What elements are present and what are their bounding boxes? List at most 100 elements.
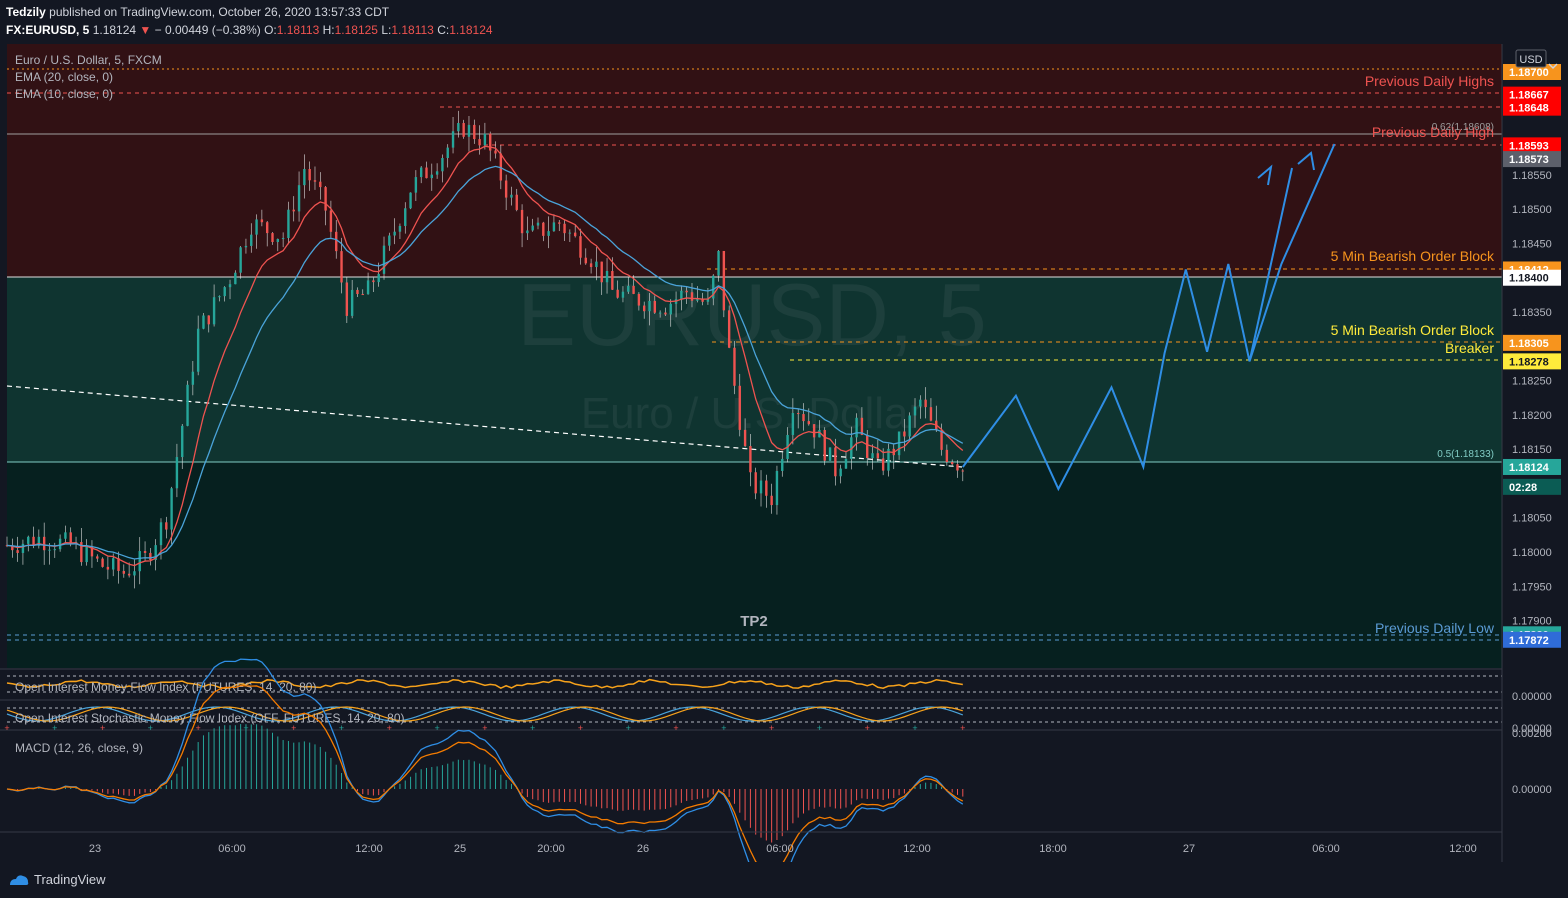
candle-body — [53, 549, 56, 551]
candle-body — [11, 545, 14, 551]
price-tag-label: 1.18667 — [1509, 90, 1549, 102]
candle-body — [658, 312, 662, 314]
brand-label: TradingView — [34, 872, 106, 887]
candle-body — [191, 371, 195, 385]
candle-body — [680, 290, 683, 300]
time-axis-label: 20:00 — [537, 843, 565, 855]
candle-body — [366, 280, 370, 295]
candle-body — [435, 171, 439, 175]
candle-body — [733, 347, 736, 386]
candle-body — [425, 167, 428, 179]
candle-body — [653, 300, 657, 313]
candle-body — [329, 210, 333, 232]
candle-body — [595, 261, 598, 268]
candle-body — [871, 453, 874, 459]
candle-body — [154, 545, 157, 560]
candle-body — [781, 458, 784, 471]
legend-ema20[interactable]: EMA (20, close, 0) — [15, 70, 113, 84]
premium-zone — [7, 44, 1502, 277]
price-axis-tick-label: 1.18200 — [1512, 410, 1552, 422]
candle-body — [621, 291, 625, 298]
candle-body — [446, 147, 449, 159]
candle-body — [117, 558, 120, 571]
indicator-tick-oi-mfi: 0.00000 — [1512, 691, 1552, 703]
candle-body — [175, 457, 179, 489]
candle-body — [292, 209, 295, 212]
candle-body — [584, 257, 587, 264]
price-tag-label: 1.18305 — [1509, 338, 1549, 350]
candle-body — [754, 472, 757, 494]
candle-body — [90, 546, 94, 557]
label-fib-05: 0.5(1.18133) — [1437, 449, 1494, 460]
candle-body — [239, 247, 242, 273]
symbol-label[interactable]: FX:EURUSD, 5 — [6, 23, 90, 37]
time-axis[interactable]: 23 06:00 12:00 25 20:00 26 06:00 12:00 18:00 27 06… — [89, 843, 1477, 855]
candle-body — [207, 315, 210, 325]
candle-body — [526, 230, 529, 234]
price-tag — [1503, 137, 1561, 154]
candle-body — [839, 468, 842, 477]
candle-body — [340, 251, 343, 283]
author-name[interactable]: Tedzily — [6, 5, 46, 19]
candle-body — [860, 417, 864, 435]
legend-oi-stoch[interactable]: Open Interest Stochastic Money Flow Inde… — [15, 711, 404, 725]
time-axis-label: 12:00 — [903, 843, 931, 855]
candle-body — [749, 446, 752, 473]
candle-body — [823, 430, 826, 461]
time-axis-label: 06:00 — [218, 843, 246, 855]
candle-body — [520, 209, 524, 234]
price-axis-tick-label: 1.18550 — [1512, 170, 1552, 182]
candle-body — [313, 180, 317, 182]
oi-stoch-cross-mark: + — [626, 723, 631, 733]
candle-body — [722, 250, 726, 311]
currency-badge[interactable] — [1515, 49, 1547, 68]
candle-body — [165, 522, 168, 530]
candle-body — [573, 232, 577, 237]
candle-body — [21, 543, 25, 553]
oi-stoch-pane: +++++++++++++++++++++ Open Interest Stoc… — [4, 706, 1502, 733]
tradingview-logo[interactable]: TradingView — [8, 872, 106, 887]
candle-body — [632, 285, 635, 294]
price-tag — [1503, 631, 1561, 648]
candle-body — [802, 414, 805, 422]
low-value: 1.18113 — [391, 23, 434, 37]
candle-body — [149, 552, 152, 560]
candle-body — [265, 222, 269, 234]
legend-ema10[interactable]: EMA (10, close, 0) — [15, 87, 113, 101]
price-axis[interactable] — [1502, 44, 1568, 862]
candle-body — [876, 453, 880, 459]
legend-macd[interactable]: MACD (12, 26, close, 9) — [15, 741, 143, 755]
candle-body — [956, 464, 959, 471]
candle-body — [451, 131, 455, 148]
legend-title[interactable]: Euro / U.S. Dollar, 5, FXCM — [15, 53, 162, 67]
candle-body — [929, 407, 933, 421]
price-tag — [1503, 86, 1561, 103]
price-axis-tick-label: 1.18050 — [1512, 513, 1552, 525]
trendline — [6, 385, 963, 468]
candle-body — [414, 177, 418, 193]
candle-body — [855, 417, 858, 438]
oi-stoch-cross-mark: + — [100, 723, 105, 733]
high-value: 1.18125 — [334, 23, 378, 37]
candle-body — [515, 194, 518, 210]
candle-body — [908, 415, 911, 437]
candle-body — [919, 399, 922, 407]
oi-mfi-pane: Open Interest Money Flow Index (FUTURES,… — [6, 675, 1502, 694]
candle-body — [69, 532, 72, 545]
candle-body — [398, 225, 402, 232]
candle-body — [950, 462, 954, 465]
ema-10-line — [6, 145, 964, 567]
open-label: O: — [264, 23, 277, 37]
candle-body — [531, 225, 534, 231]
time-axis-label: 25 — [454, 843, 466, 855]
candle-body — [791, 413, 795, 435]
discount-zone-upper — [7, 277, 1502, 462]
candle-body — [913, 406, 917, 416]
candle-body — [664, 312, 667, 315]
oi-stoch-cross-mark: + — [912, 723, 917, 733]
chevron-down-icon[interactable] — [1548, 63, 1558, 70]
candle-body — [80, 542, 83, 563]
candle-body — [600, 261, 603, 283]
legend-oi-mfi[interactable]: Open Interest Money Flow Index (FUTURES,… — [15, 680, 316, 694]
